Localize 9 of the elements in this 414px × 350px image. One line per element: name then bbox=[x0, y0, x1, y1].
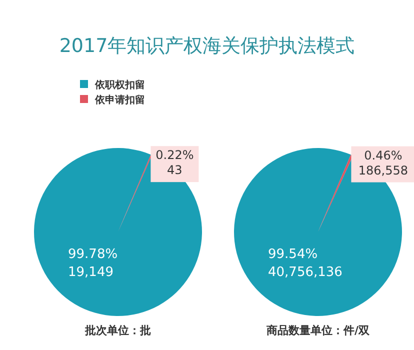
data-label: 99.78% 19,149 bbox=[68, 247, 118, 280]
text: 商品数量单位：件/双 bbox=[265, 324, 370, 337]
data-label: 99.54% 40,756,136 bbox=[268, 247, 342, 280]
chart-title: 2017年知识产权海关保护执法模式 bbox=[59, 35, 355, 57]
text: 批次单位：批 bbox=[84, 324, 151, 337]
data-label: 0.22% 43 bbox=[156, 148, 194, 178]
legend-label: 依职权扣留 bbox=[94, 79, 145, 91]
data-label: 0.46% 186,558 bbox=[358, 148, 408, 178]
legend-label: 依申请扣留 bbox=[94, 94, 145, 106]
